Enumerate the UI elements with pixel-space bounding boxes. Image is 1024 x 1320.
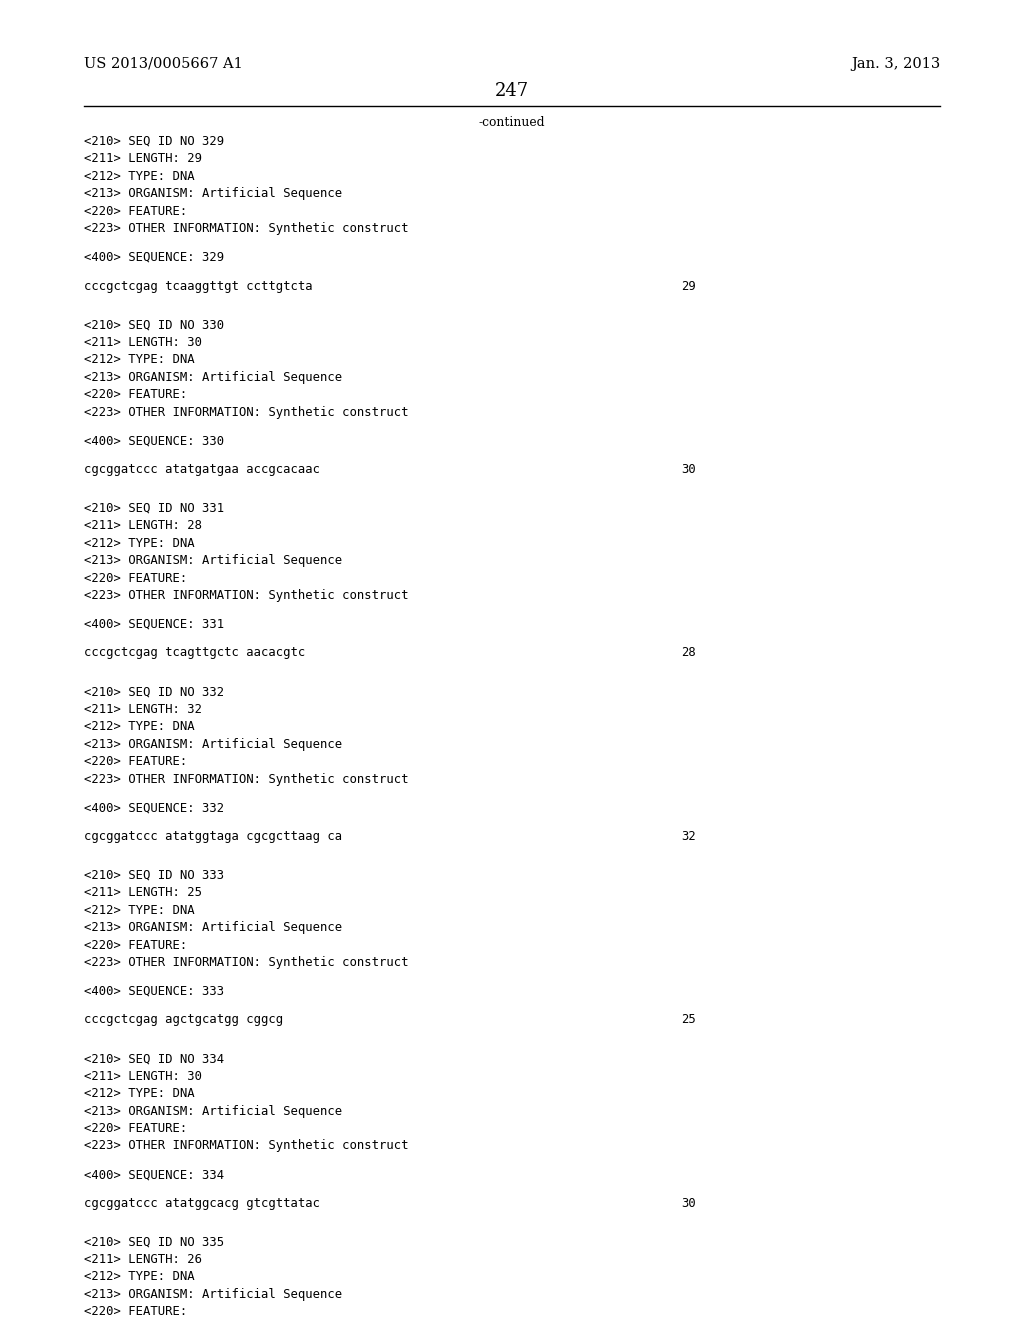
Text: <211> LENGTH: 32: <211> LENGTH: 32 — [84, 702, 202, 715]
Text: <223> OTHER INFORMATION: Synthetic construct: <223> OTHER INFORMATION: Synthetic const… — [84, 772, 409, 785]
Text: <400> SEQUENCE: 330: <400> SEQUENCE: 330 — [84, 434, 224, 447]
Text: cgcggatccc atatggcacg gtcgttatac: cgcggatccc atatggcacg gtcgttatac — [84, 1197, 319, 1210]
Text: <400> SEQUENCE: 333: <400> SEQUENCE: 333 — [84, 985, 224, 998]
Text: <210> SEQ ID NO 330: <210> SEQ ID NO 330 — [84, 318, 224, 331]
Text: <400> SEQUENCE: 332: <400> SEQUENCE: 332 — [84, 801, 224, 814]
Text: <223> OTHER INFORMATION: Synthetic construct: <223> OTHER INFORMATION: Synthetic const… — [84, 405, 409, 418]
Text: <211> LENGTH: 26: <211> LENGTH: 26 — [84, 1253, 202, 1266]
Text: 30: 30 — [681, 1197, 695, 1210]
Text: <210> SEQ ID NO 329: <210> SEQ ID NO 329 — [84, 135, 224, 148]
Text: <220> FEATURE:: <220> FEATURE: — [84, 572, 187, 585]
Text: <212> TYPE: DNA: <212> TYPE: DNA — [84, 903, 195, 916]
Text: <212> TYPE: DNA: <212> TYPE: DNA — [84, 536, 195, 549]
Text: <211> LENGTH: 25: <211> LENGTH: 25 — [84, 886, 202, 899]
Text: <213> ORGANISM: Artificial Sequence: <213> ORGANISM: Artificial Sequence — [84, 738, 342, 751]
Text: <400> SEQUENCE: 334: <400> SEQUENCE: 334 — [84, 1168, 224, 1181]
Text: US 2013/0005667 A1: US 2013/0005667 A1 — [84, 57, 243, 71]
Text: <223> OTHER INFORMATION: Synthetic construct: <223> OTHER INFORMATION: Synthetic const… — [84, 1139, 409, 1152]
Text: <220> FEATURE:: <220> FEATURE: — [84, 1122, 187, 1135]
Text: 25: 25 — [681, 1014, 695, 1027]
Text: cgcggatccc atatggtaga cgcgcttaag ca: cgcggatccc atatggtaga cgcgcttaag ca — [84, 830, 342, 843]
Text: <211> LENGTH: 29: <211> LENGTH: 29 — [84, 152, 202, 165]
Text: 247: 247 — [495, 82, 529, 100]
Text: <213> ORGANISM: Artificial Sequence: <213> ORGANISM: Artificial Sequence — [84, 1105, 342, 1118]
Text: <220> FEATURE:: <220> FEATURE: — [84, 205, 187, 218]
Text: <223> OTHER INFORMATION: Synthetic construct: <223> OTHER INFORMATION: Synthetic const… — [84, 956, 409, 969]
Text: <212> TYPE: DNA: <212> TYPE: DNA — [84, 169, 195, 182]
Text: -continued: -continued — [479, 116, 545, 129]
Text: <213> ORGANISM: Artificial Sequence: <213> ORGANISM: Artificial Sequence — [84, 554, 342, 568]
Text: <223> OTHER INFORMATION: Synthetic construct: <223> OTHER INFORMATION: Synthetic const… — [84, 222, 409, 235]
Text: <210> SEQ ID NO 331: <210> SEQ ID NO 331 — [84, 502, 224, 515]
Text: cgcggatccc atatgatgaa accgcacaac: cgcggatccc atatgatgaa accgcacaac — [84, 463, 319, 477]
Text: 32: 32 — [681, 830, 695, 843]
Text: <220> FEATURE:: <220> FEATURE: — [84, 939, 187, 952]
Text: <220> FEATURE:: <220> FEATURE: — [84, 1305, 187, 1319]
Text: cccgctcgag tcaaggttgt ccttgtcta: cccgctcgag tcaaggttgt ccttgtcta — [84, 280, 312, 293]
Text: 30: 30 — [681, 463, 695, 477]
Text: <210> SEQ ID NO 334: <210> SEQ ID NO 334 — [84, 1052, 224, 1065]
Text: <212> TYPE: DNA: <212> TYPE: DNA — [84, 1270, 195, 1283]
Text: <213> ORGANISM: Artificial Sequence: <213> ORGANISM: Artificial Sequence — [84, 921, 342, 935]
Text: <220> FEATURE:: <220> FEATURE: — [84, 755, 187, 768]
Text: <223> OTHER INFORMATION: Synthetic construct: <223> OTHER INFORMATION: Synthetic const… — [84, 589, 409, 602]
Text: <211> LENGTH: 30: <211> LENGTH: 30 — [84, 335, 202, 348]
Text: <213> ORGANISM: Artificial Sequence: <213> ORGANISM: Artificial Sequence — [84, 1288, 342, 1302]
Text: 28: 28 — [681, 647, 695, 660]
Text: <220> FEATURE:: <220> FEATURE: — [84, 388, 187, 401]
Text: <212> TYPE: DNA: <212> TYPE: DNA — [84, 1086, 195, 1100]
Text: <210> SEQ ID NO 332: <210> SEQ ID NO 332 — [84, 685, 224, 698]
Text: <211> LENGTH: 28: <211> LENGTH: 28 — [84, 519, 202, 532]
Text: <213> ORGANISM: Artificial Sequence: <213> ORGANISM: Artificial Sequence — [84, 187, 342, 201]
Text: <212> TYPE: DNA: <212> TYPE: DNA — [84, 719, 195, 733]
Text: <210> SEQ ID NO 333: <210> SEQ ID NO 333 — [84, 869, 224, 882]
Text: <211> LENGTH: 30: <211> LENGTH: 30 — [84, 1069, 202, 1082]
Text: <210> SEQ ID NO 335: <210> SEQ ID NO 335 — [84, 1236, 224, 1249]
Text: 29: 29 — [681, 280, 695, 293]
Text: <212> TYPE: DNA: <212> TYPE: DNA — [84, 352, 195, 366]
Text: <400> SEQUENCE: 329: <400> SEQUENCE: 329 — [84, 251, 224, 264]
Text: cccgctcgag tcagttgctc aacacgtc: cccgctcgag tcagttgctc aacacgtc — [84, 647, 305, 660]
Text: Jan. 3, 2013: Jan. 3, 2013 — [851, 57, 940, 71]
Text: <400> SEQUENCE: 331: <400> SEQUENCE: 331 — [84, 618, 224, 631]
Text: <213> ORGANISM: Artificial Sequence: <213> ORGANISM: Artificial Sequence — [84, 371, 342, 384]
Text: cccgctcgag agctgcatgg cggcg: cccgctcgag agctgcatgg cggcg — [84, 1014, 283, 1027]
